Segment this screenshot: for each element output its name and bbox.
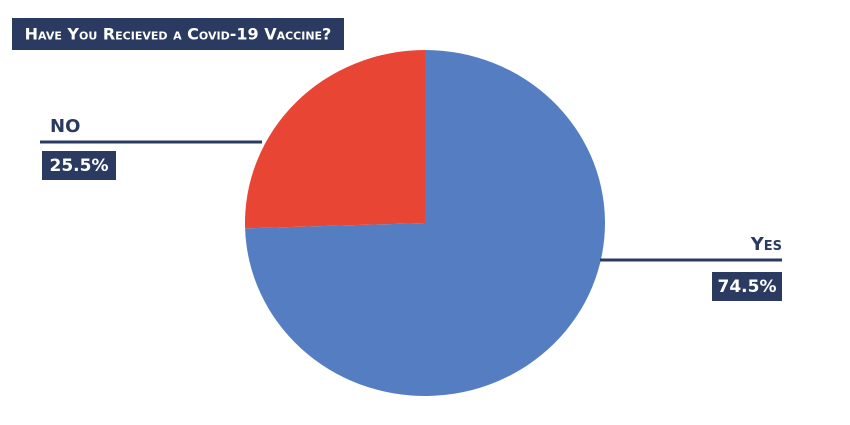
value-label-box [712,272,782,301]
title-box [12,18,344,50]
pie-slice [245,50,425,229]
value-label: 74.5% [718,277,777,297]
pie-slice [245,50,606,396]
legend-label: Yes [750,234,782,255]
value-label-box [42,151,116,180]
legend-label: NO [50,116,80,137]
value-label: 25.5% [50,156,109,176]
chart-title: Have You Recieved a Covid-19 Vaccine? [25,25,332,44]
